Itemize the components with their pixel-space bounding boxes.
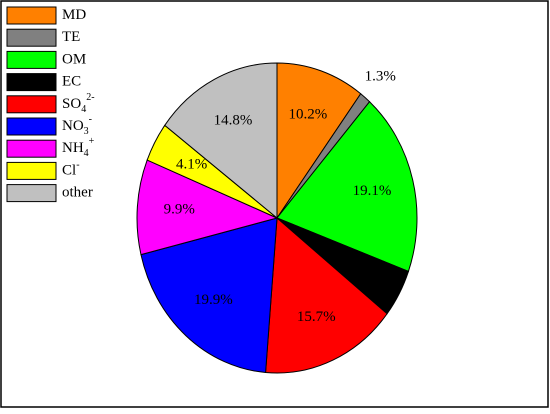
legend-name: other	[62, 185, 93, 201]
value-label: 1.3%	[365, 69, 396, 85]
legend-name: NH	[62, 141, 84, 157]
legend-sub: 4	[84, 148, 89, 159]
value-label: 19.1%	[353, 183, 392, 199]
pie-slice	[276, 62, 362, 220]
legend-swatch	[6, 95, 57, 114]
legend-name: EC	[62, 74, 81, 90]
legend-swatch	[6, 50, 57, 69]
legend-label: MD	[62, 7, 86, 23]
value-label: 19.9%	[194, 292, 233, 308]
legend-swatch	[6, 161, 57, 180]
pie-slice	[164, 62, 278, 220]
legend-name: Cl	[62, 163, 76, 179]
legend-name: NO	[62, 118, 84, 134]
legend-name: OM	[62, 52, 86, 68]
value-label: 15.7%	[297, 309, 336, 325]
legend-sup: 2-	[86, 92, 94, 103]
legend-label: Cl-	[62, 160, 80, 179]
legend-swatch	[6, 6, 57, 25]
legend-label: other	[62, 185, 93, 201]
legend-label: EC	[62, 74, 81, 90]
legend-name: MD	[62, 7, 86, 23]
legend-swatch	[6, 139, 57, 158]
legend-swatch	[6, 73, 57, 92]
legend-swatch	[6, 28, 57, 47]
legend-name: TE	[62, 30, 80, 46]
value-label: 4.1%	[176, 156, 207, 172]
legend-sup: +	[89, 136, 95, 147]
value-label: 5.0%	[347, 262, 378, 278]
pie-slice	[140, 217, 278, 374]
legend-swatch	[6, 184, 57, 203]
legend-sup: -	[76, 160, 79, 171]
legend-sub: 3	[84, 126, 89, 137]
value-label: 14.8%	[214, 112, 253, 128]
legend-swatch	[6, 117, 57, 136]
pie-slice	[276, 100, 418, 273]
legend-label: SO42-	[62, 92, 95, 115]
legend-sub: 4	[81, 104, 86, 115]
value-label: 10.2%	[288, 106, 327, 122]
legend-label: NO3-	[62, 114, 92, 137]
legend-label: NH4+	[62, 136, 95, 159]
legend-sup: -	[89, 114, 92, 125]
legend-label: TE	[62, 30, 80, 46]
legend-label: OM	[62, 52, 86, 68]
pie-slice	[265, 216, 388, 374]
value-label: 9.9%	[164, 202, 195, 218]
pie-slice	[136, 159, 279, 256]
legend-name: SO	[62, 96, 81, 112]
